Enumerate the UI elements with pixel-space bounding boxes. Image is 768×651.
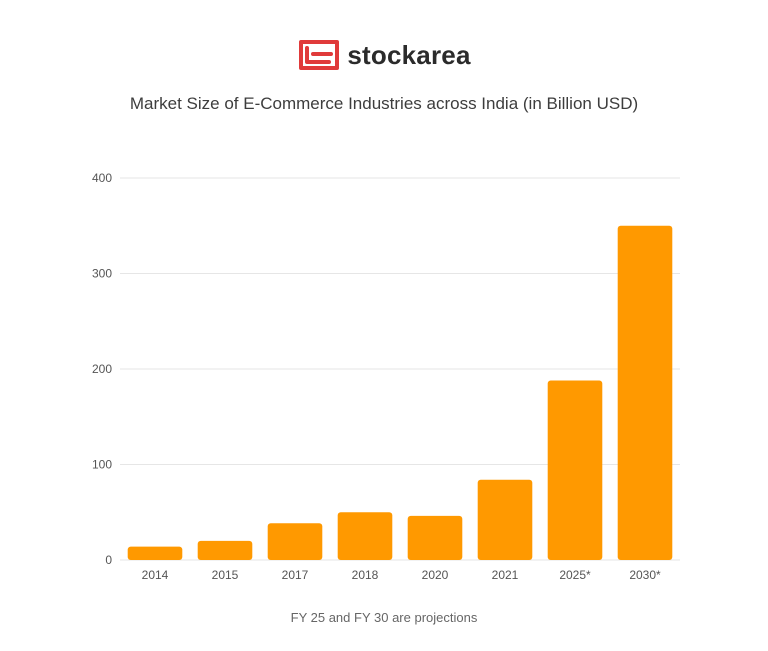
brand-name: stockarea <box>347 39 471 70</box>
y-tick-label: 100 <box>92 458 112 472</box>
bar-2021 <box>477 479 533 560</box>
y-tick-label: 400 <box>92 171 112 185</box>
x-tick-label: 2018 <box>352 568 379 582</box>
brand-logo: stockarea <box>0 38 768 72</box>
x-axis-labels: 2014 2015 2017 2018 2020 2021 2025* 2030* <box>142 568 661 582</box>
x-tick-label: 2015 <box>212 568 239 582</box>
bar-2025-projected <box>547 380 603 560</box>
bars <box>127 225 673 560</box>
bar-2015 <box>197 540 253 560</box>
x-tick-label: 2014 <box>142 568 169 582</box>
bar-2030-projected <box>617 225 673 560</box>
stockarea-logo-icon <box>299 40 340 70</box>
bar-2020 <box>407 515 463 560</box>
x-tick-label: 2025* <box>559 568 591 582</box>
y-tick-label: 0 <box>105 553 112 567</box>
y-tick-label: 300 <box>92 267 112 281</box>
footnote: FY 25 and FY 30 are projections <box>290 610 478 625</box>
chart-title: Market Size of E-Commerce Industries acr… <box>129 94 639 113</box>
bar-2018 <box>337 512 393 560</box>
bar-2017 <box>267 523 323 560</box>
x-tick-label: 2020 <box>422 568 449 582</box>
x-tick-label: 2017 <box>282 568 309 582</box>
x-tick-label: 2030* <box>629 568 661 582</box>
y-tick-label: 200 <box>92 362 112 376</box>
x-tick-label: 2021 <box>492 568 519 582</box>
bar-2014 <box>127 546 183 560</box>
y-axis-labels: 0 100 200 300 400 <box>92 171 112 567</box>
